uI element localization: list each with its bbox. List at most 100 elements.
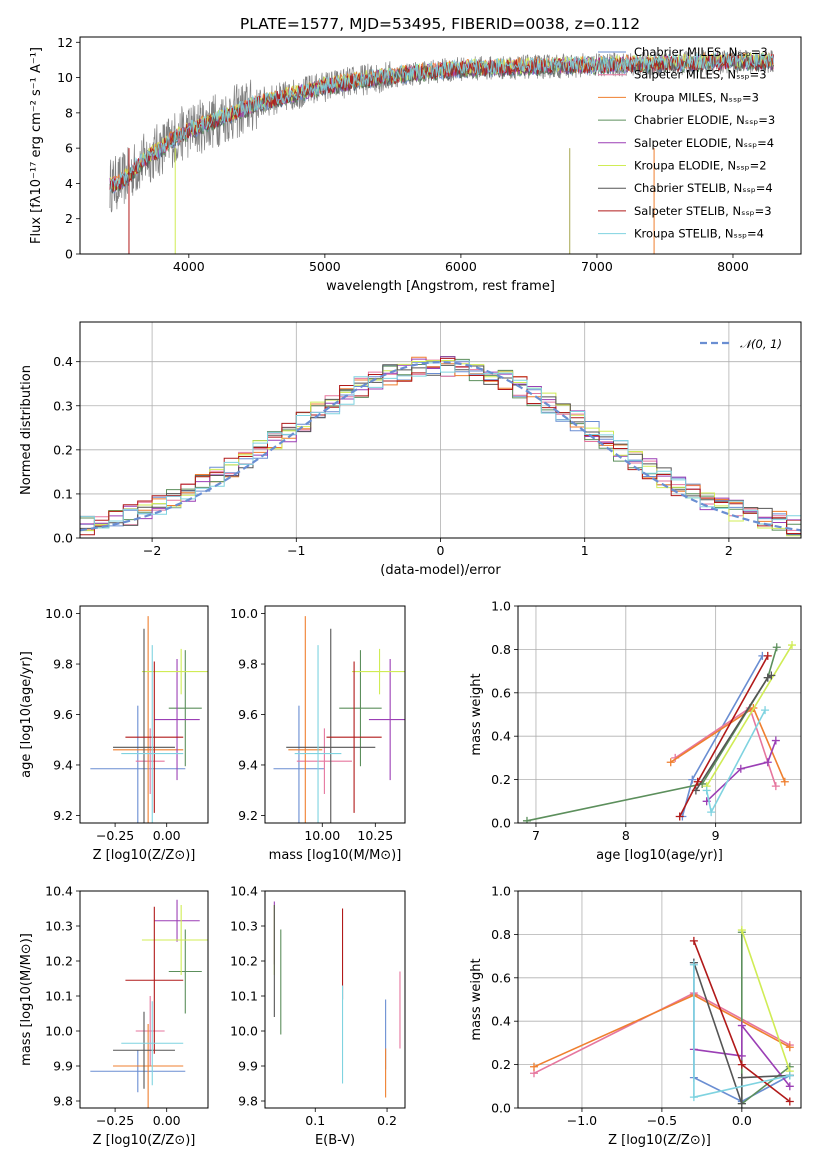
x-tick-label: −0.5	[647, 1113, 677, 1128]
x-axis-label: (data-model)/error	[380, 563, 501, 578]
x-tick-label: −0.25	[96, 1113, 134, 1128]
weight-marker	[767, 671, 776, 680]
x-tick-label: 10.25	[357, 828, 393, 843]
y-axis-label: age [log10(age/yr)]	[19, 651, 34, 778]
y-tick-label: 9.4	[53, 757, 73, 772]
axes-frame	[517, 605, 802, 824]
x-tick-label: 5000	[309, 259, 341, 274]
weight-marker	[737, 926, 746, 935]
y-tick-label: 9.6	[53, 707, 73, 722]
legend-entry: Salpeter ELODIE, Nₛₛₚ=4	[634, 136, 774, 150]
y-tick-label: 1.0	[491, 599, 511, 614]
y-tick-label: 2	[65, 211, 73, 226]
x-tick-label: 10.00	[304, 828, 340, 843]
weight-line-5	[741, 929, 791, 1072]
weight-marker	[737, 1099, 746, 1108]
weight-marker	[689, 1093, 698, 1102]
x-tick-label: −1.0	[567, 1113, 597, 1128]
y-tick-label: 6	[65, 141, 73, 156]
weight-marker	[737, 1060, 746, 1069]
weight-line-3	[526, 646, 778, 822]
legend: 𝒩(0, 1)	[700, 337, 782, 351]
weight-marker	[702, 786, 711, 795]
y-tick-label: 9.8	[238, 1094, 258, 1109]
y-tick-label: 10.0	[45, 1024, 73, 1039]
y-tick-label: 0.0	[53, 531, 73, 546]
weight-marker	[785, 1097, 794, 1106]
y-axis-label: mass [log10(M/M⊙)]	[19, 933, 34, 1066]
x-axis-label: Z [log10(Z/Z⊙)]	[93, 1133, 196, 1148]
y-tick-label: 0.4	[53, 354, 73, 369]
panel-weight-vs-age: 7 8 9 0.0 0.2 0.4 0.6 0.8 1.0 age [log10(age/yr)]…	[469, 599, 802, 863]
y-tick-label: 10.1	[45, 989, 73, 1004]
legend-entry: 𝒩(0, 1)	[740, 337, 782, 351]
y-tick-label: 8	[65, 105, 73, 120]
y-tick-label: 9.9	[238, 1059, 258, 1074]
plot-area	[522, 641, 797, 823]
weight-marker	[785, 1071, 794, 1080]
y-axis-label: Flux [fλ10⁻¹⁷ erg cm⁻² s⁻¹ A⁻¹]	[29, 47, 44, 244]
weight-marker	[522, 816, 531, 823]
y-tick-label: 10	[57, 70, 73, 85]
plot-area	[273, 616, 405, 823]
weight-line-6	[693, 962, 790, 1104]
weight-marker	[529, 1062, 538, 1071]
x-tick-label: 7	[532, 828, 540, 843]
legend-entry: Salpeter MILES, Nₛₛₚ=3	[634, 68, 767, 82]
y-tick-label: 9.9	[53, 1059, 73, 1074]
y-tick-label: 0.6	[491, 685, 511, 700]
y-tick-label: 10.0	[230, 606, 258, 621]
weight-marker	[737, 1073, 746, 1082]
plot-area	[90, 616, 208, 823]
y-tick-label: 10.0	[230, 1024, 258, 1039]
y-tick-label: 10.4	[230, 884, 258, 899]
x-tick-label: −2	[143, 543, 161, 558]
plot-area	[90, 899, 208, 1108]
x-tick-label: 0.00	[153, 1113, 181, 1128]
y-tick-label: 10.0	[45, 606, 73, 621]
y-tick-label: 0.2	[491, 1057, 511, 1072]
weight-marker	[689, 936, 698, 945]
y-tick-label: 9.8	[238, 657, 258, 672]
x-tick-label: 2	[725, 543, 733, 558]
weight-marker	[785, 1082, 794, 1091]
y-tick-label: 0.3	[53, 398, 73, 413]
plot-area	[109, 49, 774, 254]
plot-area	[529, 926, 794, 1108]
y-tick-label: 10.3	[45, 919, 73, 934]
x-axis-label: age [log10(age/yr)]	[596, 848, 723, 863]
y-tick-label: 4	[65, 176, 73, 191]
legend-entry: Chabrier MILES, Nₛₛₚ=3	[634, 45, 768, 59]
weight-marker	[675, 812, 684, 821]
legend: Chabrier MILES, Nₛₛₚ=3 Salpeter MILES, Nₛ…	[598, 45, 775, 241]
panel-mass-vs-ebv: 0.1 0.2 9.8 9.9 10.0 10.1 10.2 10.3 10.4 E(B-V)	[230, 884, 406, 1148]
x-tick-label: 0.2	[377, 1113, 397, 1128]
plot-area	[80, 356, 801, 537]
weight-line-5	[706, 644, 793, 787]
residual-histogram-8	[80, 360, 801, 529]
weight-marker	[737, 1021, 746, 1030]
x-tick-label: 0.0	[732, 1113, 752, 1128]
weight-marker	[763, 758, 772, 767]
weight-line-4	[706, 740, 777, 802]
y-tick-label: 0.1	[53, 486, 73, 501]
x-tick-label: 0.1	[305, 1113, 325, 1128]
figure-title: PLATE=1577, MJD=53495, FIBERID=0038, z=0…	[240, 15, 640, 33]
weight-marker	[688, 775, 697, 784]
weight-marker	[763, 651, 772, 660]
weight-marker	[771, 782, 780, 791]
y-tick-label: 10.1	[230, 989, 258, 1004]
axes-frame	[79, 890, 209, 1109]
legend-entry: Kroupa STELIB, Nₛₛₚ=4	[634, 227, 764, 241]
y-axis-label: Normed distribution	[19, 365, 34, 495]
weight-marker	[788, 641, 797, 650]
panel-residuals: −2 −1 0 1 2 0.0 0.1 0.2 0.3 0.4 (data-model)/error…	[19, 321, 802, 578]
y-tick-label: 12	[57, 35, 73, 50]
y-tick-label: 9.2	[53, 808, 73, 823]
x-tick-label: 6000	[445, 259, 477, 274]
y-tick-label: 9.4	[238, 757, 258, 772]
x-axis-label: mass [log10(M/M⊙)]	[269, 848, 402, 863]
legend-entry: Kroupa MILES, Nₛₛₚ=3	[634, 90, 759, 104]
weight-marker	[707, 808, 716, 817]
